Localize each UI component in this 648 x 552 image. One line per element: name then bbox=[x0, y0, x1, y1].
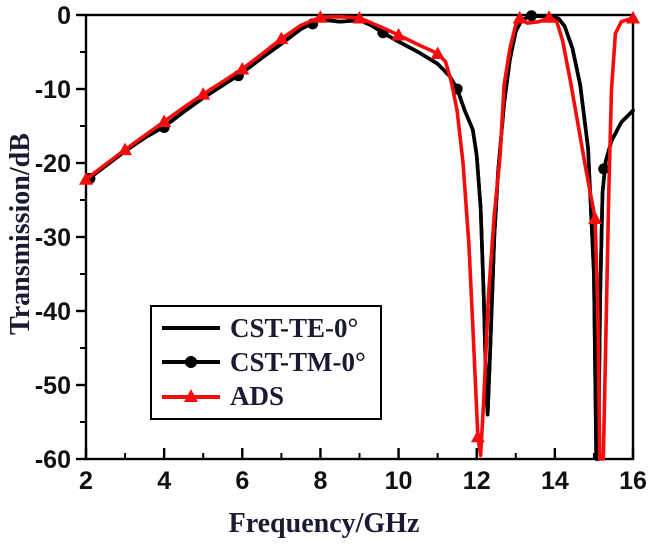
tm-line-circle-swatch-icon bbox=[162, 356, 220, 369]
x-tick-label: 8 bbox=[313, 467, 327, 495]
x-tick-label: 14 bbox=[541, 467, 569, 495]
ads-triangle-marker bbox=[196, 87, 211, 100]
series-line-2 bbox=[84, 15, 635, 461]
ads-triangle-marker bbox=[470, 429, 485, 443]
ads-triangle-marker bbox=[235, 62, 250, 75]
x-axis-label: Frequency/GHz bbox=[228, 508, 420, 539]
ads-triangle-marker bbox=[313, 10, 328, 23]
x-tick-label: 6 bbox=[235, 467, 249, 495]
y-tick-label: -50 bbox=[35, 372, 71, 400]
x-tick-label: 4 bbox=[157, 467, 171, 495]
x-tick-label: 10 bbox=[385, 467, 413, 495]
ads-triangle-marker bbox=[512, 10, 527, 24]
y-tick-label: -30 bbox=[35, 224, 71, 252]
ads-triangle-marker bbox=[391, 27, 406, 41]
legend-label-cst-te: CST-TE-0° bbox=[230, 312, 359, 343]
legend-item-cst-tm: CST-TM-0° bbox=[160, 346, 380, 377]
legend-label-cst-tm: CST-TM-0° bbox=[230, 346, 366, 377]
x-tick-label: 2 bbox=[79, 467, 93, 495]
ads-triangle-marker bbox=[352, 10, 367, 24]
ads-triangle-marker bbox=[541, 10, 556, 23]
ads-triangle-marker bbox=[118, 142, 133, 156]
tm-circle-marker bbox=[525, 10, 537, 22]
ads-triangle-marker bbox=[157, 114, 172, 128]
legend-label-ads: ADS bbox=[230, 381, 285, 412]
tm-circle-marker bbox=[598, 163, 610, 175]
ads-triangle-marker bbox=[588, 211, 603, 224]
legend-item-cst-te: CST-TE-0° bbox=[160, 312, 380, 343]
ads-triangle-marker bbox=[430, 46, 445, 59]
y-axis-label: Transmission/dB bbox=[5, 133, 36, 335]
ads-triangle-marker bbox=[626, 10, 640, 24]
x-tick-label: 12 bbox=[463, 467, 491, 495]
y-tick-label: -10 bbox=[35, 76, 71, 104]
y-tick-label: 0 bbox=[57, 2, 71, 30]
ads-line-triangle-swatch-icon bbox=[162, 388, 220, 402]
legend-item-ads: ADS bbox=[160, 383, 380, 410]
x-tick-label: 16 bbox=[619, 467, 647, 495]
y-tick-label: -60 bbox=[35, 446, 71, 474]
y-tick-label: -20 bbox=[35, 150, 71, 178]
ads-triangle-marker bbox=[274, 31, 289, 45]
te-line-swatch-icon bbox=[162, 326, 220, 331]
legend: CST-TE-0° CST-TM-0° ADS bbox=[150, 305, 382, 420]
y-tick-label: -40 bbox=[35, 298, 71, 326]
ads-triangle-marker bbox=[79, 172, 93, 185]
